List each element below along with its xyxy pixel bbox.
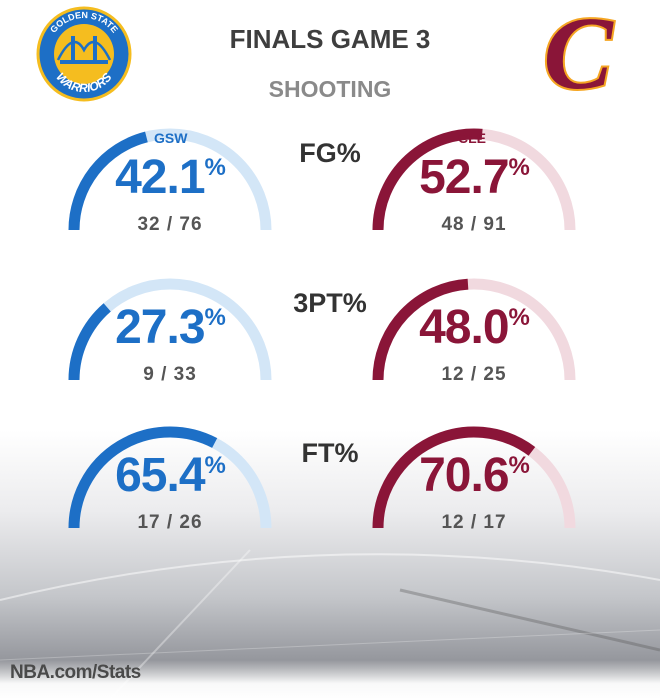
gsw-team-code: GSW <box>154 130 188 146</box>
fg-label: FG% <box>299 138 361 168</box>
gsw-3pt-made-attempted: 9 / 33 <box>143 364 197 385</box>
cle-logo-letter: C <box>543 6 614 98</box>
court-floor-fade <box>0 660 660 699</box>
gsw-3pt-bar <box>68 303 111 381</box>
cle-team-code: CLE <box>458 130 486 146</box>
page-title: FINALS GAME 3 <box>229 24 431 54</box>
3pt-label: 3PT% <box>293 288 367 318</box>
gsw-ft-made-attempted: 17 / 26 <box>137 512 203 533</box>
cle-fg-percent: 52.7% <box>419 151 530 204</box>
gsw-ft-bar <box>68 426 218 529</box>
cle-fg-bar <box>372 128 483 231</box>
ft-label: FT% <box>301 438 359 468</box>
cle-fg-made-attempted: 48 / 91 <box>441 214 507 235</box>
gsw-logo: GOLDEN STATE WARRIORS <box>36 6 132 102</box>
source-credit: NBA.com/Stats <box>10 662 141 683</box>
gsw-fg-gauge: GSW 42.1% 32 / 76 <box>60 120 280 240</box>
cle-3pt-bar <box>372 278 469 381</box>
gsw-fg-bar <box>68 131 148 231</box>
cle-ft-made-attempted: 12 / 17 <box>441 512 507 533</box>
gsw-3pt-gauge: 27.3% 9 / 33 <box>60 270 280 390</box>
page-subtitle: SHOOTING <box>268 76 392 102</box>
gsw-3pt-percent: 27.3% <box>115 301 226 354</box>
gsw-fg-made-attempted: 32 / 76 <box>137 214 203 235</box>
cle-fg-gauge: CLE 52.7% 48 / 91 <box>364 120 584 240</box>
gsw-ft-gauge: 65.4% 17 / 26 <box>60 418 280 538</box>
gsw-fg-percent: 42.1% <box>115 151 226 204</box>
cle-3pt-gauge: 48.0% 12 / 25 <box>364 270 584 390</box>
cle-ft-percent: 70.6% <box>419 449 530 502</box>
cle-3pt-made-attempted: 12 / 25 <box>441 364 507 385</box>
cle-logo: C <box>541 6 616 98</box>
cle-ft-gauge: 70.6% 12 / 17 <box>364 418 584 538</box>
gsw-ft-percent: 65.4% <box>115 449 226 502</box>
cle-ft-bar <box>372 426 536 529</box>
cle-3pt-percent: 48.0% <box>419 301 530 354</box>
